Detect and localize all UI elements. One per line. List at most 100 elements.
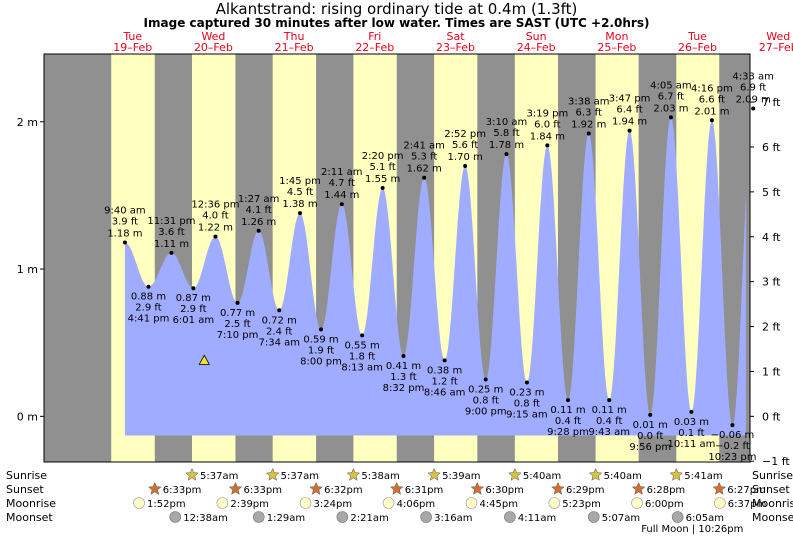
low-tide-feet: 0.0 ft bbox=[637, 431, 663, 442]
moonset-icon bbox=[336, 511, 349, 523]
sunset-star-icon bbox=[470, 481, 485, 495]
tide-level-area bbox=[124, 117, 746, 436]
high-tide-time: 3:19 pm bbox=[526, 108, 568, 119]
low-tide-point bbox=[191, 286, 196, 291]
moonrise-icon bbox=[631, 497, 643, 509]
low-tide-time: 10:11 am bbox=[667, 439, 715, 450]
low-tide-metres: 0.03 m bbox=[674, 417, 709, 428]
low-tide-metres: 0.55 m bbox=[345, 340, 380, 351]
moonset-icon bbox=[420, 511, 432, 523]
moonset-time: 1:29am bbox=[267, 513, 305, 524]
day-name: Sat bbox=[446, 30, 465, 43]
low-tide-metres: 0.11 m bbox=[550, 405, 585, 416]
high-tide-time: 1:45 pm bbox=[279, 176, 321, 187]
night-band bbox=[44, 54, 112, 462]
moonrise-time: 6:00pm bbox=[645, 499, 684, 510]
moonset-time: 4:11am bbox=[518, 513, 556, 524]
sunset-row-label-left: Sunset bbox=[6, 483, 44, 496]
sunrise-star-icon bbox=[185, 467, 199, 481]
low-tide-point bbox=[146, 284, 151, 289]
low-tide-time: 9:15 am bbox=[506, 409, 548, 420]
moonset-time: 2:21am bbox=[350, 513, 388, 524]
high-tide-feet: 4.5 ft bbox=[287, 187, 313, 198]
high-tide-point bbox=[545, 143, 550, 148]
low-tide-time: 8:46 am bbox=[424, 387, 466, 398]
low-tide-point bbox=[483, 377, 488, 382]
low-tide-feet: 0.8 ft bbox=[473, 396, 499, 407]
sunset-star-icon bbox=[389, 481, 404, 495]
low-tide-time: 6:01 am bbox=[173, 315, 215, 326]
moonset-icon bbox=[671, 511, 684, 523]
sunrise-time: 5:40am bbox=[523, 471, 561, 482]
low-tide-metres: 0.01 m bbox=[633, 420, 668, 431]
low-tide-time: 9:43 am bbox=[588, 427, 630, 438]
high-tide-metres: 1.84 m bbox=[530, 131, 565, 142]
high-tide-metres: 1.92 m bbox=[571, 120, 606, 131]
low-tide-time: 8:00 pm bbox=[300, 356, 342, 367]
high-tide-metres: 1.94 m bbox=[612, 117, 647, 128]
right-axis-tick-label: 2 ft bbox=[762, 321, 781, 334]
sunrise-star-icon bbox=[508, 467, 522, 481]
high-tide-time: 4:33 am bbox=[732, 71, 774, 82]
high-tide-point bbox=[298, 211, 303, 216]
low-tide-feet: −0.2 ft bbox=[715, 441, 750, 452]
moonrise-row-label-right: Moonrise bbox=[752, 497, 793, 510]
sunset-star-icon bbox=[309, 481, 323, 495]
sunrise-row-label-right: Sunrise bbox=[752, 469, 793, 482]
right-axis-tick-label: 4 ft bbox=[762, 231, 781, 244]
moonrise-time: 4:06pm bbox=[397, 499, 436, 510]
high-tide-metres: 2.03 m bbox=[653, 103, 688, 114]
sunset-time: 6:28pm bbox=[647, 485, 686, 496]
low-tide-time: 9:00 pm bbox=[465, 407, 507, 418]
current-level-marker bbox=[198, 354, 210, 365]
left-axis-tick-label: 0 m bbox=[17, 410, 38, 423]
high-tide-metres: 1.26 m bbox=[241, 217, 276, 228]
sunrise-time: 5:40am bbox=[604, 471, 642, 482]
day-name: Mon bbox=[605, 30, 628, 43]
low-tide-point bbox=[360, 333, 365, 338]
high-tide-time: 11:31 pm bbox=[147, 216, 195, 227]
low-tide-feet: 0.4 ft bbox=[555, 416, 581, 427]
right-axis-tick-label: 1 ft bbox=[762, 365, 781, 378]
day-name: Wed bbox=[201, 30, 225, 43]
low-tide-time: 10:23 pm bbox=[708, 452, 756, 463]
sunset-time: 6:33pm bbox=[163, 485, 202, 496]
high-tide-point bbox=[339, 202, 344, 207]
low-tide-time: 9:56 pm bbox=[629, 442, 671, 453]
low-tide-metres: 0.87 m bbox=[176, 293, 211, 304]
high-tide-time: 2:41 am bbox=[403, 141, 445, 152]
sunset-star-icon bbox=[712, 481, 727, 495]
low-tide-feet: 1.2 ft bbox=[431, 376, 457, 387]
moonset-time: 12:38am bbox=[183, 513, 228, 524]
right-axis-tick-label: 0 ft bbox=[762, 410, 781, 423]
low-tide-feet: 0.1 ft bbox=[678, 428, 704, 439]
high-tide-time: 3:38 am bbox=[568, 97, 610, 108]
sunrise-star-icon bbox=[346, 467, 361, 481]
sunrise-row-label-left: Sunrise bbox=[6, 469, 47, 482]
sunset-time: 6:29pm bbox=[566, 485, 605, 496]
moonset-row-label-left: Moonset bbox=[6, 511, 53, 524]
high-tide-feet: 6.4 ft bbox=[616, 105, 642, 116]
day-name: Fri bbox=[368, 30, 381, 43]
low-tide-point bbox=[607, 398, 612, 403]
sunset-time: 6:31pm bbox=[405, 485, 444, 496]
moonset-icon bbox=[252, 511, 265, 523]
sunrise-star-icon bbox=[669, 467, 684, 481]
high-tide-time: 2:52 pm bbox=[444, 129, 486, 140]
right-axis-tick-label: 3 ft bbox=[762, 276, 781, 289]
day-date: 20–Feb bbox=[194, 41, 233, 54]
sunset-row-label-right: Sunset bbox=[752, 483, 790, 496]
sunset-time: 6:27pm bbox=[727, 485, 766, 496]
day-date: 24–Feb bbox=[517, 41, 556, 54]
low-tide-point bbox=[277, 308, 282, 313]
moonrise-icon bbox=[382, 497, 395, 509]
day-date: 19–Feb bbox=[113, 41, 152, 54]
moonrise-time: 5:23pm bbox=[562, 499, 601, 510]
sunrise-star-icon bbox=[427, 467, 441, 481]
page-title: Alkantstrand: rising ordinary tide at 0.… bbox=[215, 0, 578, 18]
sunset-star-icon bbox=[551, 481, 565, 495]
sunrise-time: 5:39am bbox=[442, 471, 480, 482]
low-tide-time: 8:13 am bbox=[341, 362, 383, 373]
high-tide-point bbox=[627, 128, 632, 133]
